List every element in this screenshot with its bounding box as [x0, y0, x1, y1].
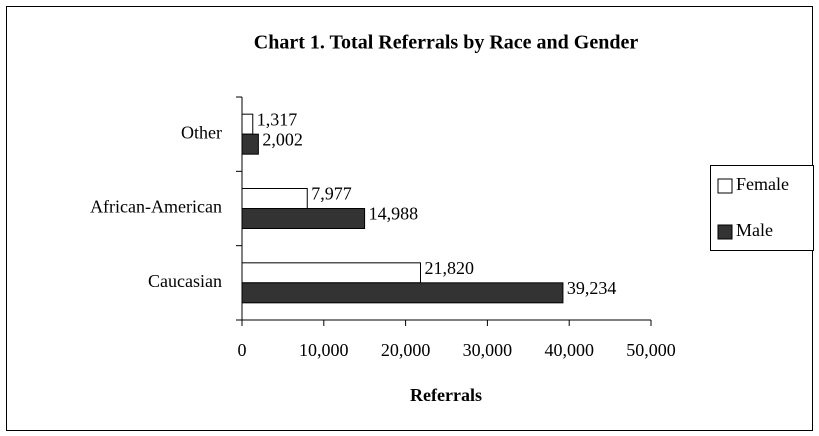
x-tick-label: 30,000 [463, 340, 513, 360]
value-label: 1,317 [257, 109, 298, 129]
y-tick-label: Caucasian [148, 271, 222, 291]
value-label: 2,002 [262, 129, 303, 149]
bar [241, 208, 366, 229]
value-label: 14,988 [369, 204, 419, 224]
value-label: 39,234 [567, 278, 617, 298]
y-tick-label: African-American [90, 197, 222, 217]
bar [241, 133, 259, 155]
bar [241, 282, 564, 304]
chart-frame [6, 6, 813, 431]
x-tick-label: 40,000 [544, 340, 594, 360]
bar [241, 113, 254, 135]
legend-label: Male [736, 220, 773, 240]
legend-label: Female [736, 174, 789, 194]
bar [241, 188, 308, 209]
legend-swatch [717, 224, 733, 240]
legend-swatch [717, 178, 733, 194]
x-tick-label: 20,000 [381, 340, 431, 360]
x-tick-label: 50,000 [626, 340, 676, 360]
y-tick-label: Other [181, 122, 222, 142]
chart-title: Chart 1. Total Referrals by Race and Gen… [254, 32, 639, 54]
value-label: 7,977 [311, 184, 352, 204]
bar [241, 262, 421, 284]
x-tick-label: 10,000 [299, 340, 349, 360]
x-axis-label: Referrals [410, 385, 482, 405]
x-tick-label: 0 [238, 340, 247, 360]
value-label: 21,820 [424, 258, 474, 278]
